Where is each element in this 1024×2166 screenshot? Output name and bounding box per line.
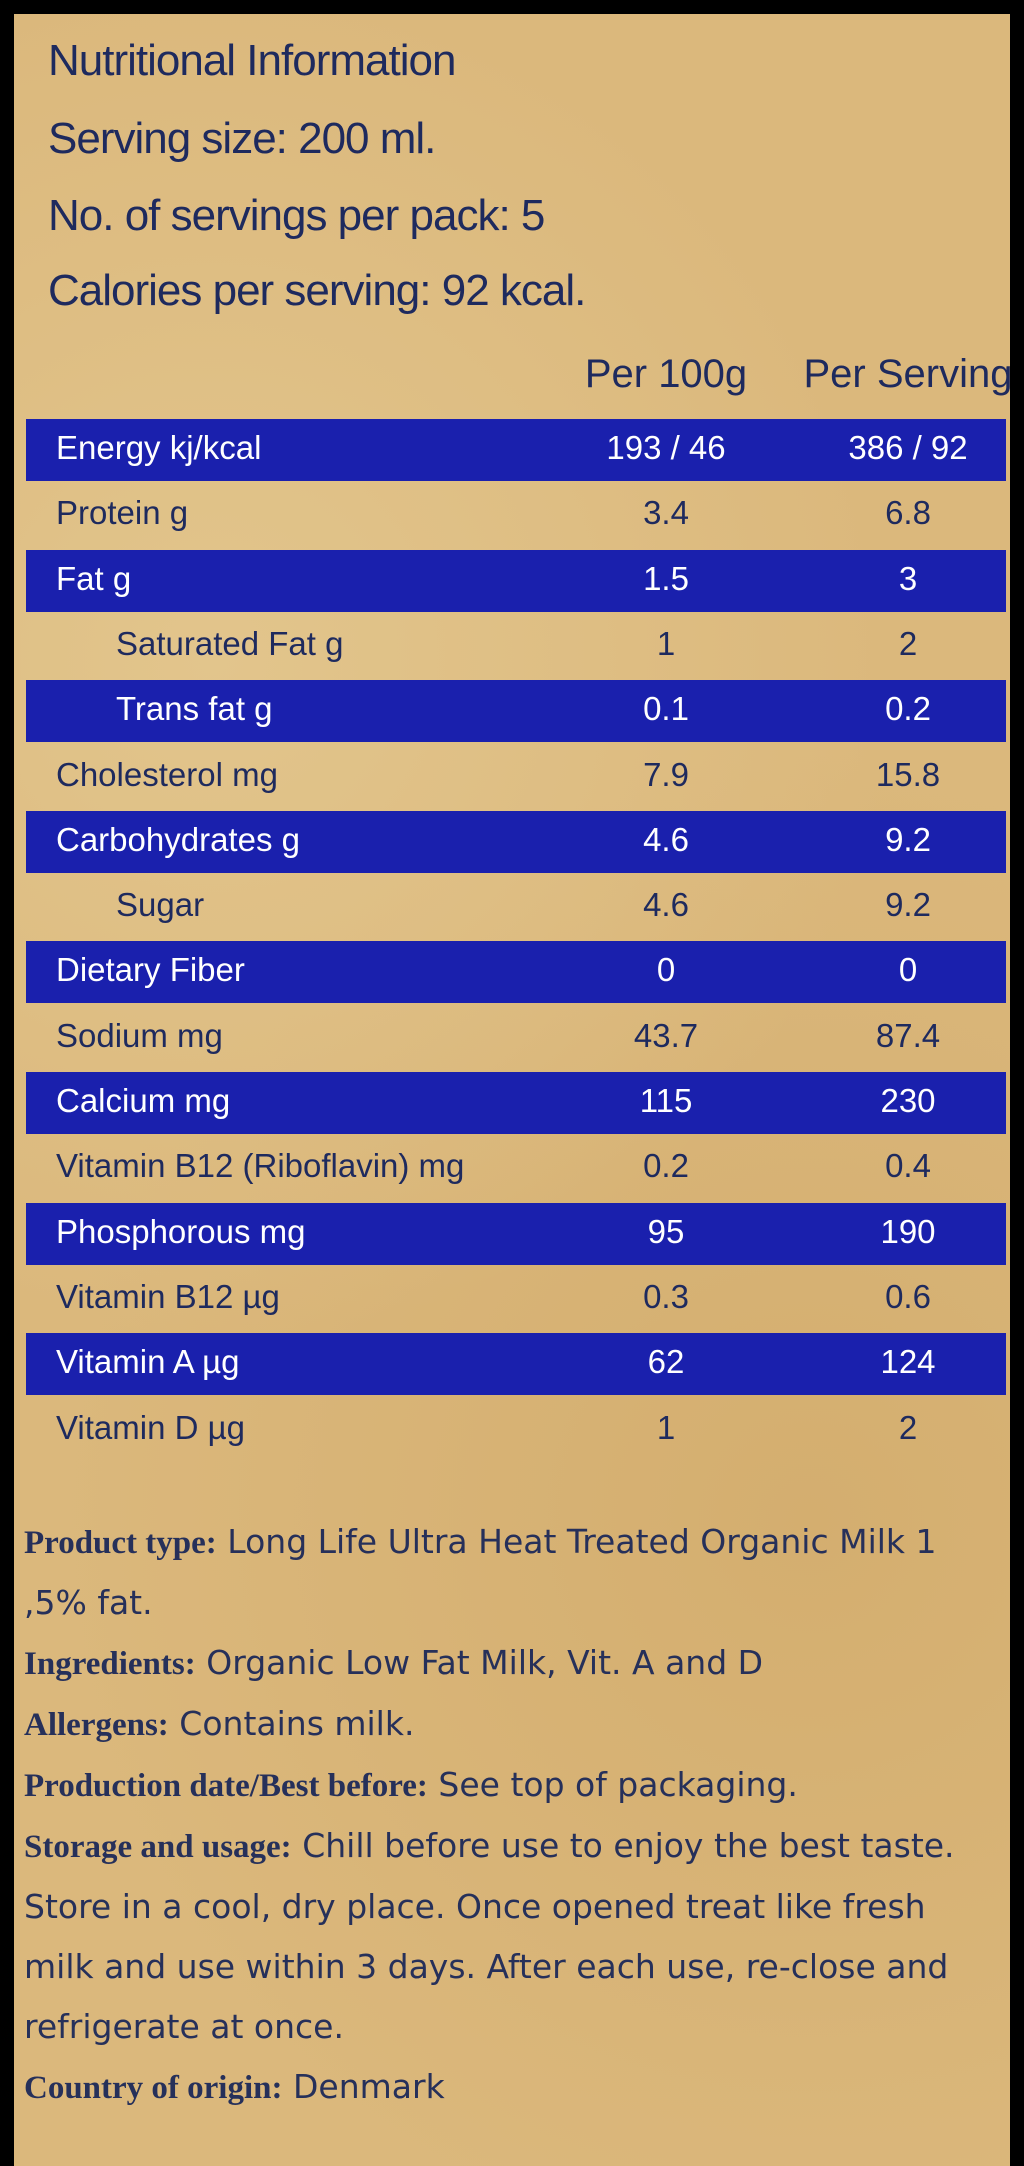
- nutrition-label: Nutritional Information Serving size: 20…: [14, 14, 1010, 2166]
- row-value: 115: [639, 1082, 693, 1119]
- row-label: Phosphorous mg: [56, 1212, 306, 1250]
- table-row: Vitamin D µg 1 2: [26, 1399, 1006, 1461]
- row-label: Carbohydrates g: [56, 820, 300, 858]
- column-header: Per 100g: [584, 352, 748, 396]
- row-value: 3: [898, 559, 918, 597]
- detail: Product type: Long Life Ultra Heat Treat…: [24, 1512, 999, 1633]
- row-value: 0.2: [885, 690, 931, 728]
- row-value: 6.8: [885, 494, 931, 532]
- table-row: Vitamin B12 (Riboflavin) mg 0.2 0.4: [26, 1137, 1006, 1199]
- row-value: 124: [880, 1343, 936, 1381]
- row-value: 4.6: [643, 886, 689, 924]
- row-value: 1.5: [643, 559, 689, 597]
- row-value: 230: [880, 1082, 936, 1119]
- row-label: Trans fat g: [116, 690, 273, 728]
- row-label: Fat g: [56, 559, 132, 597]
- detail: Ingredients: Organic Low Fat Milk, Vit. …: [24, 1633, 999, 1694]
- detail-label: Allergens:: [24, 1707, 169, 1743]
- detail-text: Contains milk.: [179, 1704, 415, 1743]
- row-label: Calcium mg: [56, 1082, 231, 1119]
- detail: Allergens: Contains milk.: [24, 1694, 999, 1755]
- header-line: No. of servings per pack: 5: [48, 191, 545, 240]
- header-line: Calories per serving: 92 kcal.: [48, 266, 586, 315]
- row-value: 0.6: [885, 1277, 931, 1315]
- row-value: 190: [880, 1212, 936, 1250]
- detail-text: Long Life Ultra Heat Treated Organic Mil…: [24, 1522, 937, 1622]
- row-label: Sugar: [116, 886, 205, 924]
- table-row: Vitamin A µg 62 124: [26, 1333, 1006, 1396]
- row-value: 2: [898, 624, 918, 662]
- detail-label: Storage and usage:: [24, 1829, 292, 1865]
- title: Nutritional Information: [48, 36, 456, 85]
- detail-text: See top of packaging.: [438, 1765, 798, 1804]
- row-label: Sodium mg: [56, 1016, 223, 1054]
- row-label: Vitamin D µg: [56, 1408, 245, 1446]
- row-value: 0.1: [643, 690, 689, 728]
- table-row: Phosphorous mg 95 190: [26, 1202, 1006, 1265]
- row-value: 0.4: [885, 1147, 931, 1185]
- row-value: 0.3: [643, 1277, 689, 1315]
- row-value: 15.8: [875, 755, 941, 793]
- row-label: Saturated Fat g: [116, 624, 344, 662]
- table-row: Carbohydrates g 4.6 9.2: [26, 810, 1006, 873]
- table-row: Protein g 3.4 6.8: [26, 484, 1006, 546]
- table-row: Fat g 1.5 3: [26, 549, 1006, 612]
- detail: Country of origin: Denmark: [24, 2057, 999, 2118]
- row-label: Dietary Fiber: [56, 951, 245, 989]
- table-row: Saturated Fat g 1 2: [26, 615, 1006, 677]
- table-row: Energy kj/kcal 193 / 46 386 / 92: [26, 419, 1006, 481]
- row-value: 7.9: [643, 755, 689, 793]
- row-value: 1: [656, 1408, 676, 1446]
- detail-label: Production date/Best before:: [24, 1768, 428, 1804]
- row-value: 3.4: [643, 494, 689, 532]
- row-value: 2: [898, 1408, 918, 1446]
- detail-label: Country of origin:: [24, 2070, 283, 2106]
- table-row: Sugar 4.6 9.2: [26, 876, 1006, 938]
- detail-text: Chill before use to enjoy the best taste…: [24, 1826, 955, 2046]
- table-row: Calcium mg 115 230: [26, 1072, 1006, 1134]
- column-header: Per Serving: [803, 352, 1011, 396]
- row-value: 87.4: [875, 1016, 941, 1054]
- row-value: 0.2: [643, 1147, 689, 1185]
- row-label: Cholesterol mg: [56, 755, 278, 793]
- detail: Production date/Best before: See top of …: [24, 1755, 999, 1816]
- detail: Storage and usage: Chill before use to e…: [24, 1816, 999, 2057]
- table-row: Sodium mg 43.7 87.4: [26, 1007, 1006, 1069]
- table-row: Cholesterol mg 7.9 15.8: [26, 746, 1006, 808]
- row-value: 4.6: [643, 820, 689, 858]
- row-value: 43.7: [633, 1016, 699, 1054]
- table-row: Trans fat g 0.1 0.2: [26, 680, 1006, 743]
- row-label: Vitamin B12 µg: [56, 1277, 280, 1315]
- table-row: Vitamin B12 µg 0.3 0.6: [26, 1268, 1006, 1330]
- table-row: Dietary Fiber 0 0: [26, 941, 1006, 1004]
- row-value: 9.2: [885, 886, 931, 924]
- detail-label: Product type:: [24, 1525, 217, 1561]
- row-label: Energy kj/kcal: [56, 429, 262, 466]
- row-value: 9.2: [885, 820, 931, 858]
- row-value: 95: [647, 1212, 685, 1250]
- row-label: Vitamin A µg: [56, 1343, 240, 1381]
- detail-text: Denmark: [293, 2067, 445, 2106]
- details: Product type: Long Life Ultra Heat Treat…: [24, 1512, 999, 2118]
- row-value: 193 / 46: [606, 429, 726, 466]
- detail-text: Organic Low Fat Milk, Vit. A and D: [206, 1643, 764, 1682]
- row-value: 0: [898, 951, 918, 989]
- row-value: 386 / 92: [848, 429, 968, 466]
- row-value: 62: [647, 1343, 685, 1381]
- row-label: Vitamin B12 (Riboflavin) mg: [56, 1147, 465, 1185]
- row-value: 1: [656, 624, 676, 662]
- detail-label: Ingredients:: [24, 1646, 196, 1682]
- row-value: 0: [656, 951, 676, 989]
- header-line: Serving size: 200 ml.: [48, 114, 436, 163]
- row-label: Protein g: [56, 494, 189, 532]
